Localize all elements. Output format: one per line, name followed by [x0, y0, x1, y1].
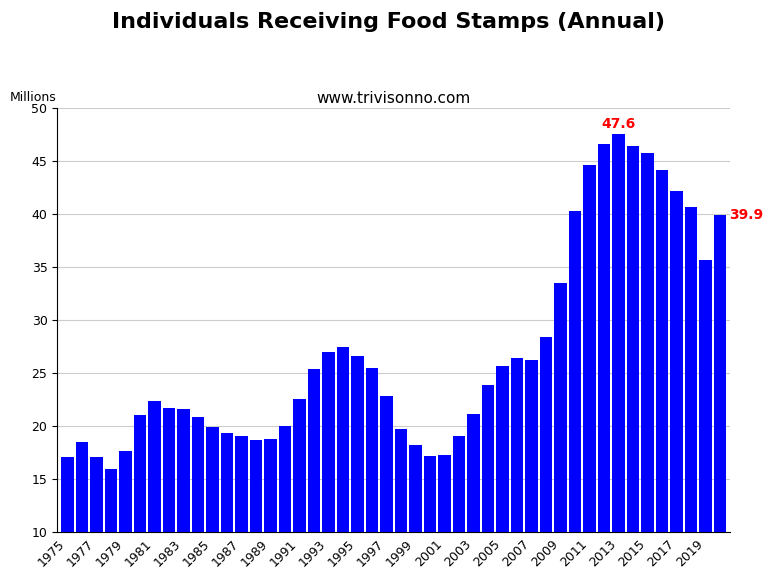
Bar [308, 369, 320, 584]
Bar [496, 366, 509, 584]
Bar [206, 427, 219, 584]
Bar [322, 352, 335, 584]
Bar [641, 153, 654, 584]
Bar [540, 338, 552, 584]
Bar [279, 426, 291, 584]
Bar [380, 396, 393, 584]
Bar [337, 347, 349, 584]
Bar [177, 409, 190, 584]
Bar [394, 429, 407, 584]
Text: Individuals Receiving Food Stamps (Annual): Individuals Receiving Food Stamps (Annua… [113, 12, 665, 32]
Bar [409, 446, 422, 584]
Bar [250, 440, 262, 584]
Bar [656, 170, 668, 584]
Bar [438, 455, 450, 584]
Bar [714, 215, 726, 584]
Bar [468, 413, 479, 584]
Bar [105, 469, 117, 584]
Bar [235, 436, 247, 584]
Bar [569, 211, 581, 584]
Bar [149, 401, 160, 584]
Bar [293, 399, 306, 584]
Bar [221, 433, 233, 584]
Bar [685, 207, 697, 584]
Bar [671, 191, 682, 584]
Bar [453, 436, 465, 584]
Bar [482, 385, 494, 584]
Bar [699, 260, 712, 584]
Bar [119, 451, 131, 584]
Bar [598, 144, 610, 584]
Bar [584, 165, 596, 584]
Bar [61, 457, 74, 584]
Bar [134, 415, 146, 584]
Text: Millions: Millions [10, 91, 57, 104]
Bar [627, 145, 640, 584]
Bar [424, 456, 436, 584]
Text: 47.6: 47.6 [601, 117, 636, 131]
Bar [525, 360, 538, 584]
Bar [511, 357, 523, 584]
Bar [191, 417, 204, 584]
Title: www.trivisonno.com: www.trivisonno.com [317, 91, 471, 106]
Text: 39.9: 39.9 [729, 208, 763, 223]
Bar [554, 283, 566, 584]
Bar [75, 442, 88, 584]
Bar [163, 408, 175, 584]
Bar [90, 457, 103, 584]
Bar [612, 134, 625, 584]
Bar [366, 368, 378, 584]
Bar [352, 356, 363, 584]
Bar [265, 439, 276, 584]
